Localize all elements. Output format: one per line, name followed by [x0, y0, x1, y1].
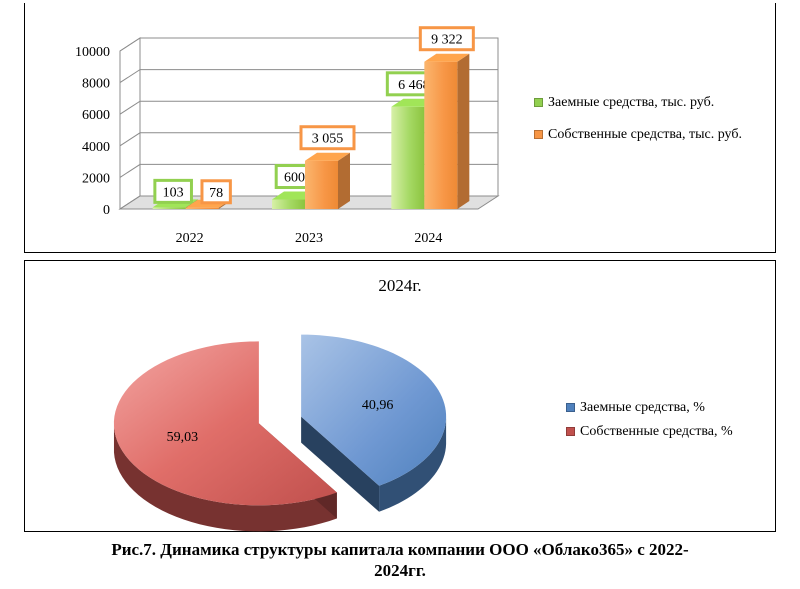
bar-front [305, 160, 338, 209]
gridline [119, 100, 498, 115]
data-label-box [418, 26, 475, 52]
pie-chart-frame [24, 260, 776, 532]
legend-item-equity: Собственные средства, тыс. руб. [534, 126, 764, 144]
bar-top [305, 152, 350, 161]
bar-front [152, 207, 186, 209]
legend-label-borrowed: Заемные средства, тыс. руб. [548, 95, 715, 110]
bar-top [424, 53, 470, 62]
gridline [119, 195, 498, 210]
pie-title: 2024г. [378, 276, 422, 295]
pie-legend-label-borrowed: Заемные средства, % [580, 400, 705, 415]
pie-legend: Заемные средства, % Собственные средства… [566, 399, 781, 447]
pie-legend-item-equity: Собственные средства, % [566, 423, 781, 441]
gridline [119, 132, 498, 147]
pie-data-label: 59,03 [167, 430, 199, 445]
y-tick-label: 2000 [82, 171, 110, 186]
data-label: 600 [284, 171, 305, 186]
pie-cut-face [301, 416, 380, 512]
pie-top-face [301, 334, 447, 486]
gridline [119, 69, 498, 84]
pie-slice-borrowed [301, 334, 447, 512]
bar-front [424, 61, 458, 209]
side-wall [119, 37, 141, 210]
bar-front [185, 207, 219, 209]
data-label: 103 [163, 185, 184, 200]
data-label-box [299, 125, 356, 151]
pie-legend-label-equity: Собственные средства, % [580, 424, 733, 439]
legend-item-borrowed: Заемные средства, тыс. руб. [534, 94, 764, 112]
caption-line-1: Рис.7. Динамика структуры капитала компа… [111, 540, 689, 559]
y-tick-label: 8000 [82, 77, 110, 92]
y-tick-label: 0 [103, 203, 110, 218]
gridline [119, 37, 498, 52]
pie-legend-swatch-equity [566, 427, 575, 436]
data-label-box [200, 179, 232, 205]
y-tick-label: 10000 [75, 45, 110, 60]
bar-side [457, 53, 470, 209]
legend-swatch-equity [534, 130, 543, 139]
bar-front [391, 106, 425, 209]
bar-equity-2024 [424, 53, 470, 209]
pie-slice-equity [113, 341, 337, 532]
y-tick-label: 6000 [82, 108, 110, 123]
bar-chart-frame [24, 3, 776, 253]
bar-side [338, 152, 350, 209]
y-tick-label: 4000 [82, 140, 110, 155]
data-label: 6 468 [398, 78, 430, 93]
x-tick-label: 2022 [176, 231, 204, 246]
x-tick-label: 2024 [414, 231, 442, 246]
pie-legend-swatch-borrowed [566, 403, 575, 412]
bar-legend: Заемные средства, тыс. руб. Собственные … [534, 94, 764, 158]
pie-rim [113, 426, 337, 532]
bar-front [272, 199, 305, 209]
data-label: 78 [209, 186, 223, 201]
caption-line-2: 2024гг. [374, 561, 426, 580]
legend-swatch-borrowed [534, 98, 543, 107]
data-label: 3 055 [312, 132, 344, 147]
x-tick-label: 2023 [295, 231, 323, 246]
bar-equity-2023 [305, 152, 350, 209]
pie-top-face [113, 341, 337, 506]
legend-label-equity: Собственные средства, тыс. руб. [548, 127, 742, 142]
pie-data-label: 40,96 [362, 398, 394, 413]
pie-legend-item-borrowed: Заемные средства, % [566, 399, 781, 417]
figure-caption: Рис.7. Динамика структуры капитала компа… [24, 539, 776, 581]
data-label-box [153, 178, 193, 204]
gridline [119, 163, 498, 178]
pie-rim [379, 417, 447, 512]
data-label: 9 322 [431, 33, 463, 48]
